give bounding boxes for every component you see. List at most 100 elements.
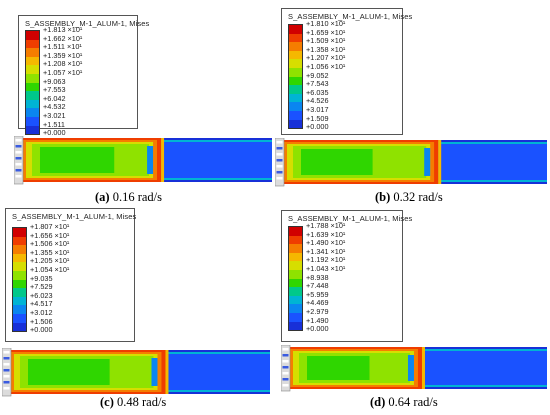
end-cap-tick <box>282 348 289 351</box>
legend-title: S_ASSEMBLY_M-1_ALUM-1, Mises <box>25 19 150 28</box>
color-swatch <box>289 102 302 111</box>
legend-level-label: +4.526 <box>306 96 329 106</box>
edge-band-bottom <box>438 180 547 182</box>
color-swatch <box>289 25 302 34</box>
legend-level-label: +1.208 ×10¹ <box>43 59 83 69</box>
legend-level-label: +1.813 ×10¹ <box>43 25 83 34</box>
color-swatch <box>289 295 302 305</box>
color-swatch <box>26 73 39 83</box>
color-swatch <box>289 278 302 288</box>
end-cap-tick <box>3 363 10 366</box>
end-cap-tick <box>3 351 10 354</box>
caption-letter: (a) <box>95 190 110 204</box>
legend-level-label: +1.506 ×10¹ <box>30 239 70 249</box>
color-swatch <box>26 116 39 126</box>
color-swatch <box>26 48 39 57</box>
color-swatch <box>26 65 39 74</box>
color-swatch <box>289 244 302 253</box>
edge-band-bottom <box>165 390 270 392</box>
legend-level-label: +1.511 ×10¹ <box>43 42 82 52</box>
legend-level-label: +7.448 <box>306 281 329 291</box>
blue-region <box>421 351 547 385</box>
green-core <box>28 359 110 385</box>
color-swatch <box>13 305 26 314</box>
color-swatch <box>13 279 26 289</box>
color-swatch <box>289 235 302 245</box>
legend-level-label: +1.054 ×10¹ <box>30 265 70 274</box>
legend-level-label: +6.042 <box>43 93 66 103</box>
legend-level-label: +1.810 ×10¹ <box>306 19 346 28</box>
boundary-band-orange <box>161 138 165 182</box>
end-cap-tick <box>15 157 22 160</box>
legend-level-label: +1.056 ×10¹ <box>306 62 346 71</box>
blue-region <box>438 144 547 180</box>
end-cap-tick <box>282 366 289 369</box>
end-cap-tick <box>276 177 283 180</box>
legend-level-label: +3.021 <box>43 111 66 120</box>
legend-level-label: +2.979 <box>306 307 329 316</box>
end-cap-tick <box>276 153 283 156</box>
legend-level-label: +1.359 ×10¹ <box>43 50 83 60</box>
end-cap-tick <box>15 163 22 166</box>
color-swatch <box>26 91 39 100</box>
legend-level-label: +1.807 ×10¹ <box>30 222 70 231</box>
stress-contour-plot <box>281 345 547 392</box>
legend-title: S_ASSEMBLY_M-1_ALUM-1, Mises <box>288 214 413 223</box>
color-swatch <box>289 42 302 51</box>
green-core <box>307 356 370 380</box>
legend-box: S_ASSEMBLY_M-1_ALUM-1, Mises +1.813 ×10¹… <box>18 15 149 137</box>
edge-band-top <box>165 352 270 354</box>
color-swatch <box>289 321 302 331</box>
caption-letter: (c) <box>100 395 114 409</box>
stress-contour-plot <box>2 348 270 397</box>
panel-a: S_ASSEMBLY_M-1_ALUM-1, Mises +1.813 ×10¹… <box>0 0 275 205</box>
color-swatch <box>26 56 39 66</box>
legend-level-label: +7.529 <box>30 282 53 292</box>
color-swatch <box>13 322 26 332</box>
color-swatch <box>289 93 302 103</box>
legend-level-label: +0.000 <box>306 324 329 334</box>
legend-level-label: +1.358 ×10¹ <box>306 44 346 54</box>
color-swatch <box>13 253 26 263</box>
legend-level-label: +1.043 ×10¹ <box>306 264 346 273</box>
end-cap-tick <box>15 169 22 172</box>
legend-level-label: +9.052 <box>306 70 329 80</box>
legend-level-label: +8.938 <box>306 272 329 282</box>
end-cap-tick <box>15 175 22 178</box>
caption-letter: (d) <box>370 395 386 409</box>
caption: (a) 0.16 rad/s <box>95 190 162 205</box>
color-scale <box>25 30 40 136</box>
caption-text: 0.16 rad/s <box>109 190 163 204</box>
blue-spot <box>147 146 154 174</box>
color-scale <box>288 24 303 130</box>
end-cap-tick <box>276 141 283 144</box>
color-swatch <box>289 312 302 322</box>
end-cap <box>275 138 285 187</box>
legend-box: S_ASSEMBLY_M-1_ALUM-1, Mises +1.788 ×10¹… <box>281 210 412 342</box>
end-cap-tick <box>3 357 10 360</box>
legend-level-label: +4.469 <box>306 298 329 308</box>
legend-level-label: +1.490 ×10¹ <box>306 238 346 248</box>
edge-band-top <box>161 140 272 142</box>
boundary-band-red <box>161 350 166 394</box>
color-swatch <box>13 296 26 306</box>
legend-level-label: +6.023 <box>30 290 53 300</box>
end-cap-tick <box>276 171 283 174</box>
color-swatch <box>26 99 39 109</box>
color-swatch <box>289 67 302 77</box>
color-swatch <box>26 82 39 92</box>
legend-level-label: +1.511 <box>43 119 65 129</box>
caption: (c) 0.48 rad/s <box>100 395 166 410</box>
color-swatch <box>289 269 302 279</box>
end-cap <box>14 136 24 185</box>
color-swatch <box>26 108 39 117</box>
legend-title: S_ASSEMBLY_M-1_ALUM-1, Mises <box>288 12 413 21</box>
edge-band-bottom <box>161 178 272 180</box>
boundary-band-red <box>434 140 439 184</box>
stress-contour-plot <box>14 136 272 185</box>
end-cap-tick <box>282 372 289 375</box>
legend-box: S_ASSEMBLY_M-1_ALUM-1, Mises +1.807 ×10¹… <box>5 208 136 342</box>
blue-region <box>161 142 272 178</box>
color-swatch <box>289 252 302 262</box>
boundary-band-orange <box>165 350 169 394</box>
